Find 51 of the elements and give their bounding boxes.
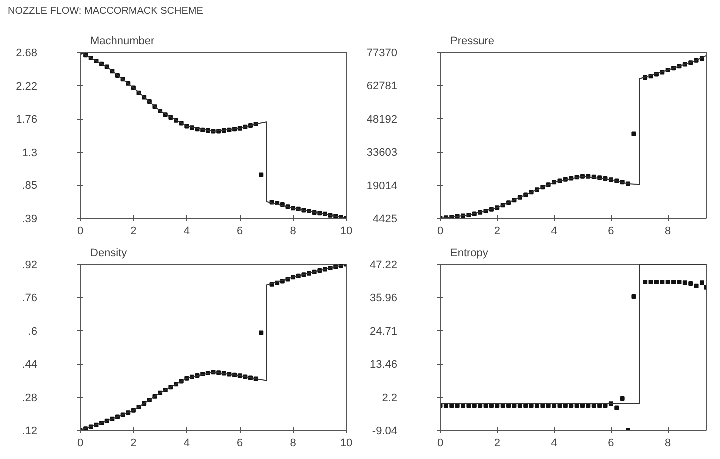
y-tick-label: 4425 <box>373 214 398 226</box>
y-tick-label: 2.68 <box>16 48 38 60</box>
x-tick-label: 2 <box>494 438 500 450</box>
x-tick-label: 4 <box>551 226 558 238</box>
x-tick-label: 6 <box>237 438 244 450</box>
chart-title: Machnumber <box>90 36 156 48</box>
y-tick-label: 77370 <box>366 48 398 60</box>
x-tick-label: 8 <box>665 226 672 238</box>
x-tick-label: 0 <box>437 438 444 450</box>
x-tick-label: 8 <box>665 438 672 450</box>
chart-title: Entropy <box>450 248 489 260</box>
y-tick-label: .28 <box>22 392 38 404</box>
y-tick-label: 2.2 <box>382 392 398 404</box>
y-tick-label: 13.46 <box>370 359 398 372</box>
y-tick-label: -9.04 <box>372 426 398 438</box>
x-tick-label: 2 <box>130 226 137 238</box>
x-tick-label: 6 <box>608 226 614 238</box>
x-tick-label: 4 <box>184 438 190 450</box>
y-tick-label: .76 <box>22 292 38 305</box>
y-tick-label: 48192 <box>366 114 398 126</box>
x-tick-label: 6 <box>608 438 614 450</box>
x-tick-label: 2 <box>130 438 137 450</box>
chart-title: Pressure <box>450 36 495 48</box>
y-tick-label: 24.71 <box>370 326 398 338</box>
y-tick-label: 1.76 <box>16 114 38 126</box>
y-tick-label: .12 <box>22 426 38 438</box>
x-tick-label: 6 <box>237 226 244 238</box>
y-tick-label: 1.3 <box>22 148 38 160</box>
x-tick-label: 0 <box>77 438 84 450</box>
x-tick-label: 10 <box>340 226 353 238</box>
y-tick-label: 47.22 <box>370 260 398 272</box>
y-tick-label: .85 <box>22 180 38 192</box>
x-tick-label: 8 <box>290 438 296 450</box>
chart-title: Density <box>90 248 128 260</box>
x-tick-label: 8 <box>290 226 296 238</box>
text: NOZZLE FLOW: MACCORMACK SCHEME <box>8 5 204 19</box>
y-tick-label: .39 <box>22 214 38 226</box>
y-tick-label: 33603 <box>366 147 398 160</box>
x-tick-label: 4 <box>184 226 190 238</box>
x-tick-label: 4 <box>551 438 558 450</box>
x-tick-label: 2 <box>494 226 500 238</box>
x-tick-label: 10 <box>340 438 353 450</box>
y-tick-label: .92 <box>22 260 38 272</box>
y-tick-label: .6 <box>28 326 38 338</box>
x-tick-label: 0 <box>77 226 84 238</box>
x-tick-label: 0 <box>437 226 444 238</box>
y-tick-label: 35.96 <box>370 292 398 305</box>
y-tick-label: .44 <box>22 359 38 372</box>
y-tick-label: 19014 <box>366 180 398 192</box>
y-tick-label: 62781 <box>366 80 398 93</box>
y-tick-label: 2.22 <box>16 80 38 93</box>
